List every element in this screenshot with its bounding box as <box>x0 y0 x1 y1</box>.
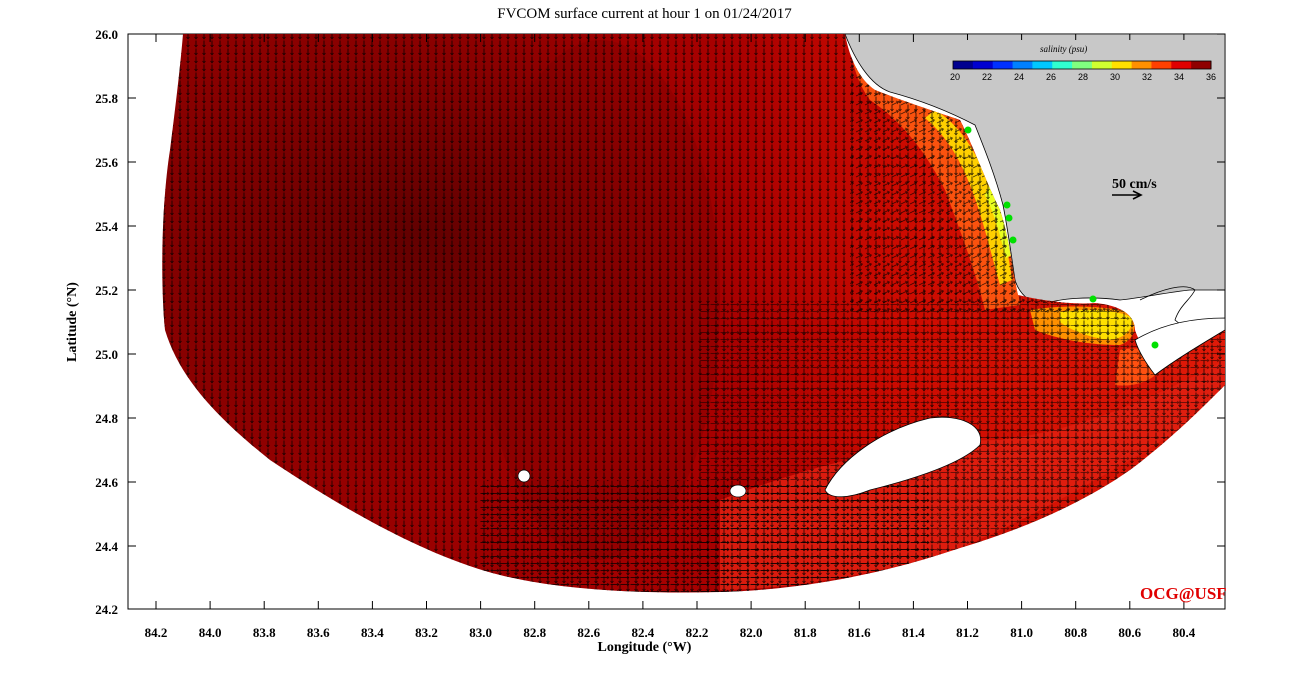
colorbar-tick-label: 24 <box>1013 72 1024 82</box>
station-markers <box>964 126 1159 349</box>
xtick-label: 82.0 <box>739 625 763 640</box>
credit-label: OCG@USF <box>1140 584 1227 603</box>
colorbar-cell <box>992 61 1014 69</box>
xtick-label: 81.6 <box>847 625 871 640</box>
salinity-colorbar <box>922 40 1222 88</box>
xtick-label: 83.2 <box>415 625 438 640</box>
xtick-label: 80.4 <box>1172 625 1196 640</box>
colorbar-tick-label: 22 <box>981 72 992 82</box>
xtick-label: 84.2 <box>144 625 168 640</box>
colorbar-cell <box>1072 61 1093 69</box>
ytick-label: 26.0 <box>95 27 118 42</box>
colorbar-tick-label: 28 <box>1077 72 1088 82</box>
ytick-label: 24.4 <box>95 539 118 554</box>
colorbar-cell <box>1012 61 1033 69</box>
colorbar-cell <box>1052 61 1073 69</box>
colorbar-tick-label: 26 <box>1045 72 1056 82</box>
colorbar-cell <box>972 61 994 69</box>
ytick-label: 25.4 <box>95 219 118 234</box>
ytick-label: 25.0 <box>95 347 118 362</box>
colorbar-tick-label: 30 <box>1109 72 1120 82</box>
xtick-label: 81.2 <box>956 625 979 640</box>
land-mainland <box>844 33 1226 306</box>
colorbar-cell <box>1171 61 1192 69</box>
xtick-label: 81.8 <box>793 625 817 640</box>
xtick-label: 82.2 <box>685 625 709 640</box>
island-small-2 <box>729 484 747 498</box>
plot-title: FVCOM surface current at hour 1 on 01/24… <box>497 6 792 22</box>
xtick-label: 81.4 <box>902 625 925 640</box>
scale-arrow <box>1112 190 1143 200</box>
y-axis-label: Latitude (°N) <box>65 282 80 362</box>
xtick-label: 82.6 <box>577 625 601 640</box>
island-key <box>1134 317 1226 376</box>
island-small-1 <box>517 469 531 483</box>
xtick-label: 82.8 <box>523 625 547 640</box>
xtick-label: 80.8 <box>1064 625 1088 640</box>
colorbar-tick-label: 20 <box>949 72 960 82</box>
xtick-label: 83.0 <box>469 625 492 640</box>
colorbar-cell <box>953 61 974 69</box>
ytick-label: 25.2 <box>95 283 118 298</box>
colorbar-tick-label: 34 <box>1173 72 1184 82</box>
xtick-label: 80.6 <box>1118 625 1142 640</box>
xtick-label: 81.0 <box>1010 625 1033 640</box>
xtick-label: 83.8 <box>252 625 276 640</box>
colorbar-tick-label: 36 <box>1205 72 1216 82</box>
colorbar-title: salinity (psu) <box>1040 44 1088 54</box>
colorbar-cell <box>1091 61 1113 69</box>
colorbar-cell <box>1032 61 1053 69</box>
ytick-label: 24.6 <box>95 475 118 490</box>
xtick-label: 82.4 <box>631 625 655 640</box>
colorbar-cell <box>1111 61 1133 69</box>
colorbar-tick-label: 32 <box>1141 72 1152 82</box>
xtick-label: 83.4 <box>361 625 384 640</box>
island-marquesas <box>824 416 981 498</box>
ytick-label: 24.8 <box>95 411 118 426</box>
ytick-label: 24.2 <box>95 602 118 617</box>
colorbar-cell <box>1191 61 1212 69</box>
xtick-label: 84.0 <box>198 625 222 640</box>
ytick-label: 25.8 <box>95 91 118 106</box>
xtick-label: 83.6 <box>306 625 330 640</box>
scale-arrow-label: 50 cm/s <box>1112 177 1157 192</box>
colorbar-cell <box>1131 61 1152 69</box>
axis-ticks <box>128 33 1225 610</box>
x-axis-label: Longitude (°W) <box>597 640 692 655</box>
ytick-label: 25.6 <box>95 155 118 170</box>
colorbar-cell <box>1151 61 1172 69</box>
